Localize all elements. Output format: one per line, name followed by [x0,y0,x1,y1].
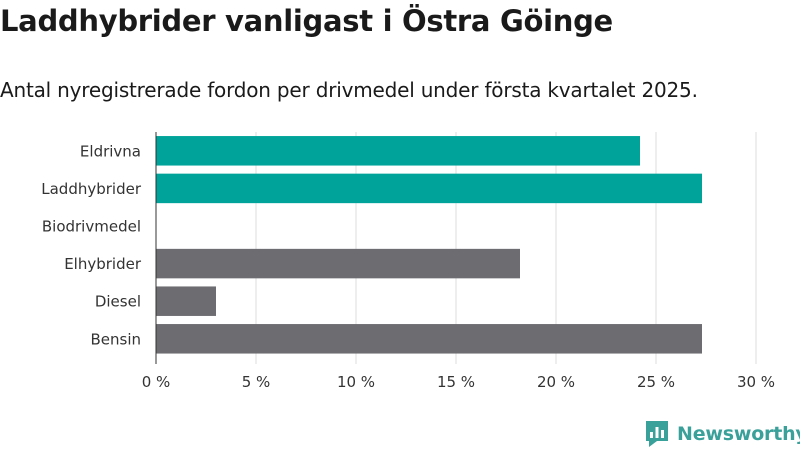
bar [156,248,520,279]
bar [156,136,640,166]
x-tick-label: 20 % [537,373,575,391]
newsworthy-logo: Newsworthy [644,420,800,448]
category-label: Biodrivmedel [42,218,141,236]
x-tick-label: 5 % [242,373,271,391]
category-label: Diesel [95,293,141,311]
chart-subtitle: Antal nyregistrerade fordon per drivmede… [0,78,698,102]
bar [156,286,216,316]
bar-chart-speech-bubble-icon [646,421,668,447]
x-tick-label: 25 % [637,373,675,391]
category-label: Laddhybrider [41,180,142,198]
bar [156,173,702,204]
brand-name: Newsworthy [677,423,800,445]
x-tick-label: 10 % [337,373,375,391]
category-label: Eldrivna [80,142,141,160]
x-tick-label: 15 % [437,373,475,391]
category-label: Elhybrider [64,255,142,273]
x-tick-label: 0 % [142,373,171,391]
x-tick-label: 30 % [737,373,775,391]
bar [156,324,702,354]
category-label: Bensin [90,330,141,348]
chart-title: Laddhybrider vanligast i Östra Göinge [0,4,613,38]
